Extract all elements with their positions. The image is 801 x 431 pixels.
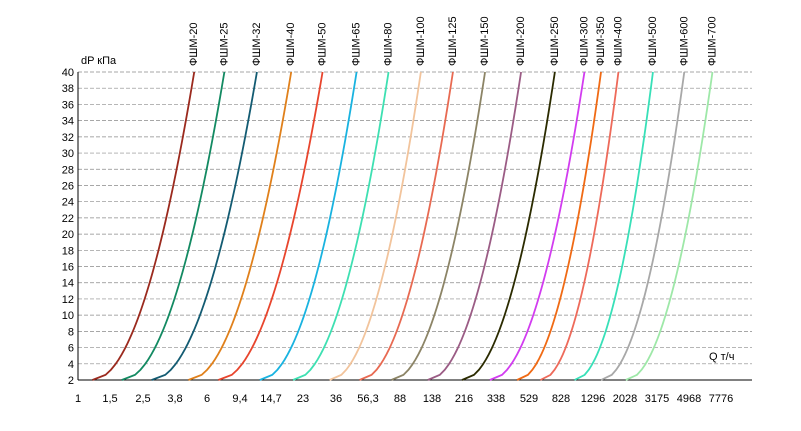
x-tick-label: 1296 <box>581 393 605 405</box>
series-label: ФШМ-250 <box>549 16 561 66</box>
series-label: ФШМ-40 <box>285 22 297 66</box>
series-labels: ФШМ-20 ФШМ-25 ФШМ-32 ФШМ-40 ФШМ-50 ФШМ-65 ФШМ-… <box>188 16 718 66</box>
x-tick-label: 3175 <box>645 393 669 405</box>
x-tick-label: 88 <box>394 393 406 405</box>
series-label: ФШМ-200 <box>515 16 527 66</box>
x-tick-label: 216 <box>455 393 473 405</box>
series-line <box>539 71 620 381</box>
x-tick-label: 529 <box>520 393 538 405</box>
y-tick-label: 12 <box>62 294 74 306</box>
x-tick-label: 2,5 <box>135 393 150 405</box>
y-axis-label: dP кПа <box>81 55 117 67</box>
series-label: ФШМ-100 <box>415 16 427 66</box>
y-tick-label: 18 <box>62 245 74 257</box>
y-tick-label: 22 <box>62 213 74 225</box>
series-line <box>92 71 196 381</box>
series-line <box>600 71 686 381</box>
series-line <box>188 71 293 381</box>
y-tick-label: 20 <box>62 229 74 241</box>
y-tick-label: 40 <box>62 67 74 79</box>
y-tick-label: 26 <box>62 180 74 192</box>
x-tick-label: 14,7 <box>260 393 281 405</box>
series-label: ФШМ-25 <box>218 22 230 66</box>
series-label: ФШМ-20 <box>188 22 200 66</box>
series-line <box>625 71 714 381</box>
grid <box>78 71 752 381</box>
series-label: ФШМ-50 <box>317 22 329 66</box>
y-tick-label: 36 <box>62 99 74 111</box>
x-axis-label: Q т/ч <box>709 351 734 363</box>
x-tick-label: 23 <box>297 393 309 405</box>
x-tick-label: 138 <box>423 393 441 405</box>
y-tick-label: 28 <box>62 164 74 176</box>
series-line <box>151 71 258 381</box>
x-tick-label: 3,8 <box>167 393 182 405</box>
series-curves <box>92 71 714 381</box>
y-tick-label: 24 <box>62 197 74 209</box>
x-tick-label: 1 <box>75 393 81 405</box>
y-tick-label: 32 <box>62 132 74 144</box>
series-label: ФШМ-80 <box>383 22 395 66</box>
y-tick-label: 10 <box>62 310 74 322</box>
series-line <box>218 71 324 381</box>
y-tick-label: 2 <box>68 375 74 387</box>
series-label: ФШМ-125 <box>447 16 459 66</box>
series-line <box>574 71 654 381</box>
series-line <box>427 71 522 381</box>
x-tick-label: 338 <box>487 393 505 405</box>
x-tick-label: 7776 <box>709 393 733 405</box>
y-tick-label: 38 <box>62 83 74 95</box>
x-tick-label: 828 <box>552 393 570 405</box>
series-line <box>516 71 602 381</box>
series-label: ФШМ-600 <box>678 16 690 66</box>
series-label: ФШМ-350 <box>595 16 607 66</box>
series-label: ФШМ-500 <box>647 16 659 66</box>
x-tick-label: 1,5 <box>102 393 117 405</box>
x-tick-label: 56,3 <box>357 393 378 405</box>
y-tick-label: 8 <box>68 326 74 338</box>
y-tick-label: 30 <box>62 148 74 160</box>
series-line <box>489 71 586 381</box>
y-tick-label: 34 <box>62 116 74 128</box>
series-line <box>461 71 556 381</box>
series-line <box>391 71 486 381</box>
series-label: ФШМ-32 <box>251 22 263 66</box>
y-tick-label: 4 <box>68 359 74 371</box>
series-line <box>292 71 390 381</box>
x-tick-label: 4968 <box>677 393 701 405</box>
y-tick-label: 16 <box>62 262 74 274</box>
x-tick-label: 6 <box>204 393 210 405</box>
series-label: ФШМ-65 <box>351 22 363 66</box>
x-tick-label: 9,4 <box>232 393 247 405</box>
series-line <box>259 71 358 381</box>
series-label: ФШМ-700 <box>706 16 718 66</box>
series-line <box>121 71 226 381</box>
series-label: ФШМ-400 <box>612 16 624 66</box>
y-tick-label: 14 <box>62 278 74 290</box>
x-tick-label: 2028 <box>613 393 637 405</box>
x-tick-label: 36 <box>330 393 342 405</box>
series-line <box>329 71 422 381</box>
series-line <box>359 71 454 381</box>
series-label: ФШМ-150 <box>479 16 491 66</box>
series-label: ФШМ-300 <box>578 16 590 66</box>
y-tick-label: 6 <box>68 343 74 355</box>
